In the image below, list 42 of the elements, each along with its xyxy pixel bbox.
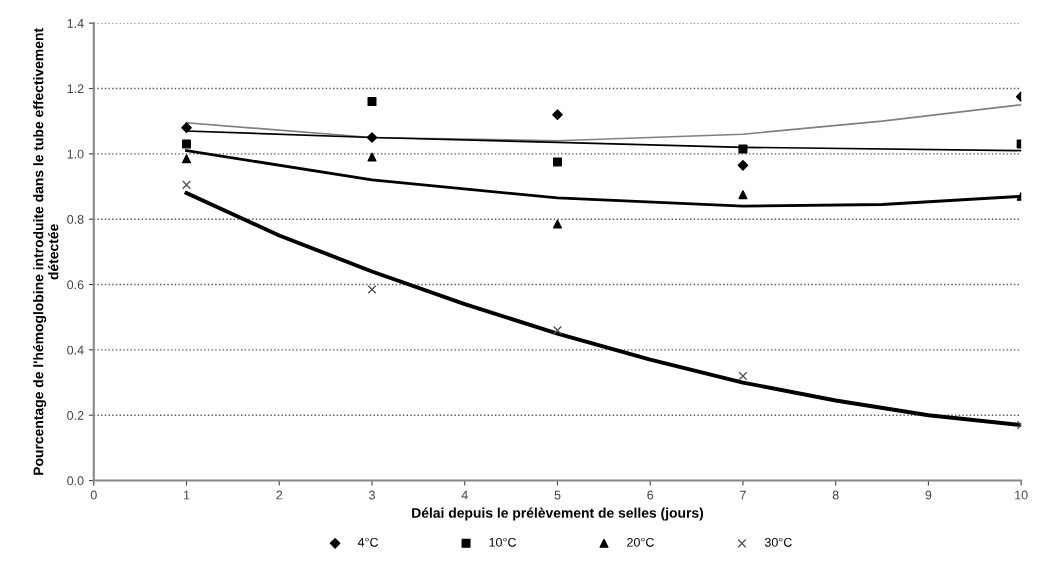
legend-label: 20°C xyxy=(627,537,654,547)
x-tick-label: 2 xyxy=(276,490,283,500)
point xyxy=(367,284,377,294)
legend-label: 4°C xyxy=(357,537,379,547)
point xyxy=(737,159,749,171)
y-tick-label: 0.4 xyxy=(67,345,84,355)
x-axis-title: Délai depuis le prélèvement de selles (jours) xyxy=(412,507,704,521)
x-tick-label: 6 xyxy=(647,490,654,500)
point xyxy=(738,144,748,154)
point xyxy=(552,219,562,229)
y-tick-label: 1.4 xyxy=(67,19,84,28)
x-tick-label: 7 xyxy=(740,490,746,500)
y-tick-label: 1.0 xyxy=(67,149,84,159)
x-tick-label: 10 xyxy=(1015,490,1028,500)
point xyxy=(182,180,192,190)
legend-label: 30°C xyxy=(764,537,792,547)
x-tick-label: 0 xyxy=(90,490,97,500)
y-axis-title: Pourcentage de l'hémoglobine introduite dans le tube effectivement détectée xyxy=(33,28,59,475)
point xyxy=(367,152,377,162)
point xyxy=(366,132,378,143)
point xyxy=(552,157,562,167)
x-tick-label: 9 xyxy=(925,490,932,500)
point xyxy=(552,109,563,120)
point xyxy=(738,371,748,381)
y-tick-label: 0.8 xyxy=(67,214,84,224)
point xyxy=(182,139,192,149)
x-tick-label: 1 xyxy=(184,490,190,500)
x-tick-label: 4 xyxy=(461,490,468,500)
point xyxy=(181,122,192,134)
point xyxy=(182,154,192,164)
x-tick-label: 3 xyxy=(368,490,375,500)
y-tick-label: 0.2 xyxy=(67,411,84,420)
point xyxy=(552,325,562,335)
point xyxy=(738,190,748,200)
y-tick-label: 0.0 xyxy=(67,476,84,486)
point xyxy=(367,97,377,107)
x-tick-label: 5 xyxy=(554,490,561,500)
y-tick-label: 0.6 xyxy=(67,280,84,290)
legend-label: 10°C xyxy=(489,537,517,547)
x-tick-label: 8 xyxy=(832,490,839,500)
y-tick-label: 1.2 xyxy=(67,84,84,94)
line-series xyxy=(184,191,1022,427)
